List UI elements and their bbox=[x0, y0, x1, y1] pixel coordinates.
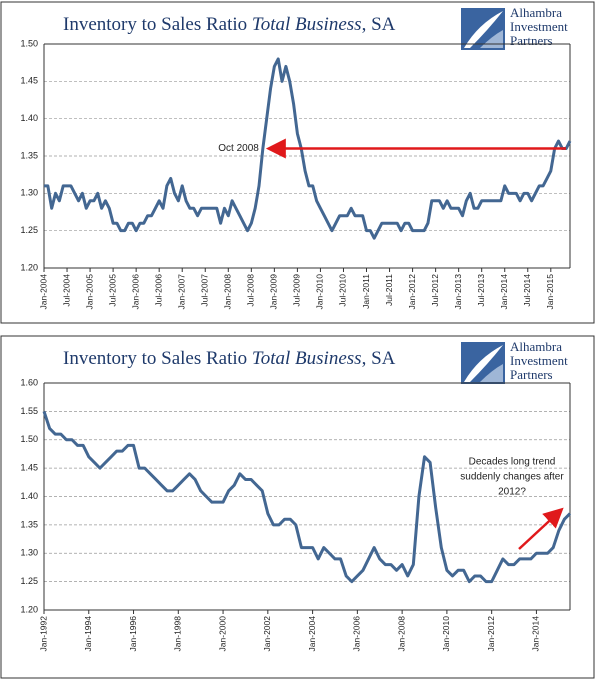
x-tick-label: Jan-2004 bbox=[38, 274, 48, 310]
panel-border bbox=[0, 335, 595, 679]
x-tick-label: Jul-2007 bbox=[200, 274, 210, 307]
x-tick-label: Jan-2012 bbox=[486, 616, 496, 652]
chart-panel: Inventory to Sales Ratio Total Business,… bbox=[0, 1, 595, 324]
logo-text: Investment bbox=[510, 353, 568, 368]
title-part: Total Business bbox=[252, 348, 362, 369]
data-line bbox=[42, 410, 572, 584]
x-tick-label: Jan-2005 bbox=[84, 274, 94, 310]
logo-text: Partners bbox=[510, 33, 553, 48]
logo-text: Investment bbox=[510, 19, 568, 34]
y-tick-label: 1.55 bbox=[20, 406, 38, 416]
x-tick-label: Jul-2013 bbox=[476, 274, 486, 307]
x-tick-label: Jul-2011 bbox=[384, 274, 394, 306]
logo-text: Partners bbox=[510, 367, 553, 382]
y-tick-label: 1.20 bbox=[20, 604, 38, 614]
title-part: Inventory to Sales Ratio bbox=[63, 348, 252, 369]
title-part: , SA bbox=[362, 14, 396, 35]
annotation: Oct 2008 bbox=[218, 143, 259, 154]
x-tick-label: Jan-2002 bbox=[262, 616, 272, 652]
title-part: Inventory to Sales Ratio bbox=[63, 14, 252, 35]
x-tick-label: Jul-2004 bbox=[61, 274, 71, 307]
chart-panel: Inventory to Sales Ratio Total Business,… bbox=[0, 335, 595, 679]
title-part: , SA bbox=[362, 348, 396, 369]
x-tick-label: Jan-1992 bbox=[38, 616, 48, 652]
x-tick-label: Jul-2009 bbox=[292, 274, 302, 307]
y-tick-label: 1.35 bbox=[20, 519, 38, 529]
logo-swoosh bbox=[464, 345, 503, 382]
x-tick-label: Jan-2010 bbox=[441, 616, 451, 652]
y-tick-label: 1.40 bbox=[20, 113, 38, 123]
x-tick-label: Jul-2012 bbox=[430, 274, 440, 307]
y-tick-label: 1.50 bbox=[20, 38, 38, 48]
x-tick-label: Jan-2008 bbox=[223, 274, 233, 310]
x-tick-label: Jan-2009 bbox=[269, 274, 279, 310]
x-tick-label: Jan-2012 bbox=[407, 274, 417, 310]
x-tick-label: Jul-2005 bbox=[107, 274, 117, 307]
logo-swoosh bbox=[480, 364, 503, 382]
chart-title: Inventory to Sales Ratio Total Business,… bbox=[63, 348, 396, 369]
x-tick-label: Jul-2006 bbox=[153, 274, 163, 307]
x-tick-label: Jul-2014 bbox=[522, 274, 532, 307]
y-tick-label: 1.35 bbox=[20, 150, 38, 160]
x-tick-label: Jan-2014 bbox=[531, 616, 541, 652]
y-tick-label: 1.45 bbox=[20, 76, 38, 86]
x-tick-label: Jan-2008 bbox=[396, 616, 406, 652]
x-tick-label: Jan-1998 bbox=[173, 616, 183, 652]
logo-text: Alhambra bbox=[510, 5, 562, 20]
y-tick-label: 1.30 bbox=[20, 548, 38, 558]
y-tick-label: 1.20 bbox=[20, 262, 38, 272]
annotation: suddenly changes after bbox=[460, 472, 564, 483]
x-tick-label: Jan-2000 bbox=[217, 616, 227, 652]
annotation: 2012? bbox=[498, 487, 526, 498]
y-tick-label: 1.25 bbox=[20, 576, 38, 586]
annotation: Decades long trend bbox=[469, 457, 556, 468]
title-part: Total Business bbox=[252, 14, 362, 35]
logo-swoosh bbox=[464, 11, 503, 48]
x-tick-label: Jan-2006 bbox=[352, 616, 362, 652]
y-tick-label: 1.50 bbox=[20, 434, 38, 444]
logo-text: Alhambra bbox=[510, 339, 562, 354]
y-tick-label: 1.30 bbox=[20, 188, 38, 198]
y-tick-label: 1.40 bbox=[20, 491, 38, 501]
chart-title: Inventory to Sales Ratio Total Business,… bbox=[63, 14, 396, 35]
data-line bbox=[44, 57, 572, 240]
x-tick-label: Jul-2010 bbox=[338, 274, 348, 307]
y-tick-label: 1.60 bbox=[20, 377, 38, 387]
x-tick-label: Jan-2004 bbox=[307, 616, 317, 652]
x-tick-label: Jan-2014 bbox=[499, 274, 509, 310]
x-tick-label: Jan-1994 bbox=[83, 616, 93, 652]
y-tick-label: 1.25 bbox=[20, 225, 38, 235]
annotation-arrow bbox=[518, 507, 564, 550]
x-tick-label: Jan-2007 bbox=[176, 274, 186, 310]
x-tick-label: Jan-1996 bbox=[128, 616, 138, 652]
x-tick-label: Jan-2013 bbox=[453, 274, 463, 310]
x-tick-label: Jan-2010 bbox=[315, 274, 325, 310]
y-tick-label: 1.45 bbox=[20, 463, 38, 473]
x-tick-label: Jul-2008 bbox=[246, 274, 256, 307]
x-tick-label: Jan-2011 bbox=[361, 274, 371, 309]
x-tick-label: Jan-2015 bbox=[545, 274, 555, 310]
x-tick-label: Jan-2006 bbox=[130, 274, 140, 310]
